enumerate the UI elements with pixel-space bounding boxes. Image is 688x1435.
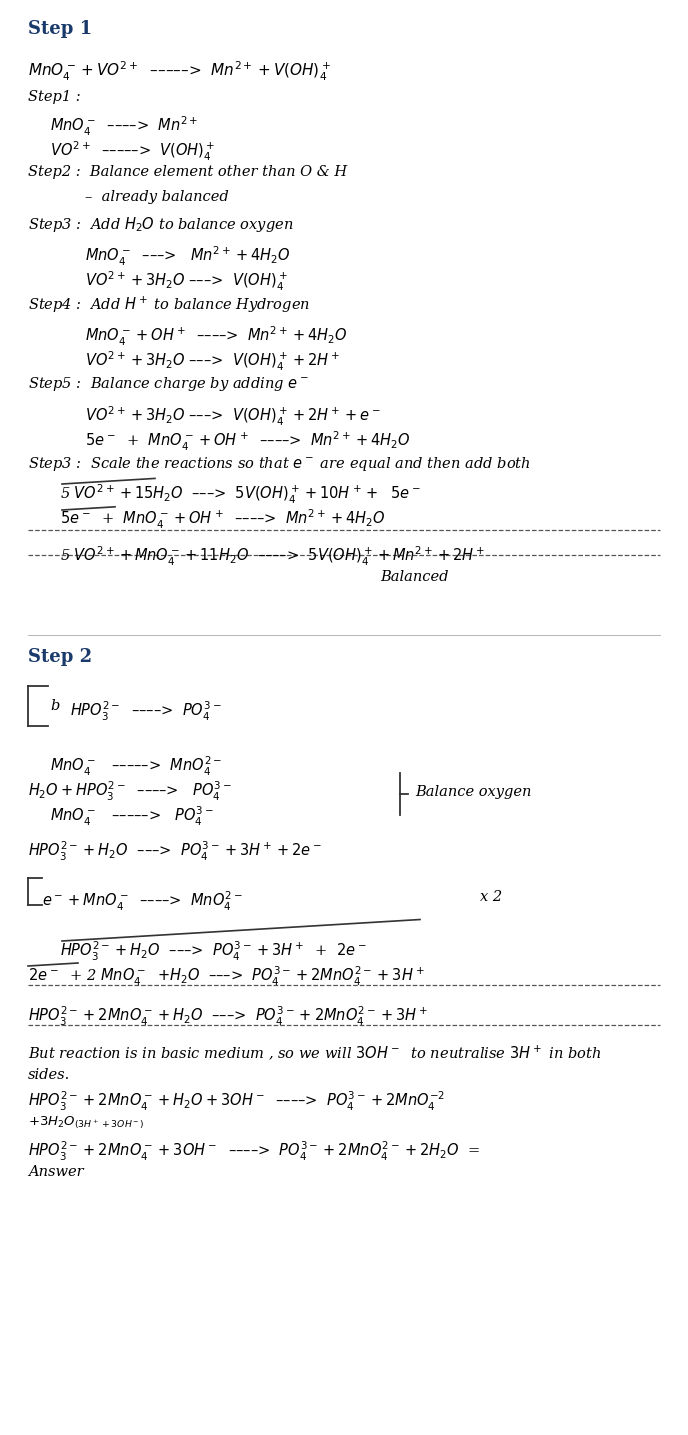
- Text: Step2 :  Balance element other than O & H: Step2 : Balance element other than O & H: [28, 165, 347, 179]
- Text: Step1 :: Step1 :: [28, 90, 80, 103]
- Text: 5 $VO^{2+}+15H_2O$  –––>  $5V(OH)_4^++10H^++$  $5e^-$: 5 $VO^{2+}+15H_2O$ –––> $5V(OH)_4^++10H^…: [60, 484, 421, 507]
- Text: b: b: [50, 699, 59, 713]
- Text: $HPO_3^{2-}+H_2O$  –––>  $PO_4^{3-}+3H^++2e^-$: $HPO_3^{2-}+H_2O$ –––> $PO_4^{3-}+3H^++2…: [28, 839, 322, 864]
- Text: $5e^-$  +  $MnO_4^-+OH^+$  ––––>  $Mn^{2+}+4H_2O$: $5e^-$ + $MnO_4^-+OH^+$ ––––> $Mn^{2+}+4…: [60, 508, 385, 531]
- Text: $MnO_4^-$  ––––>  $Mn^{2+}$: $MnO_4^-$ ––––> $Mn^{2+}$: [50, 115, 198, 138]
- Text: $VO^{2+}+3H_2O$ –––>  $V(OH)_4^++2H^+$: $VO^{2+}+3H_2O$ –––> $V(OH)_4^++2H^+$: [85, 350, 340, 373]
- Text: $VO^{2+}$  –––––>  $V(OH)_4^+$: $VO^{2+}$ –––––> $V(OH)_4^+$: [50, 141, 215, 164]
- Text: $2e^-$  + 2 $MnO_4^-$  $+H_2O$  –––>  $PO_4^{3-}+2MnO_4^{2-}+3H^+$: $2e^-$ + 2 $MnO_4^-$ $+H_2O$ –––> $PO_4^…: [28, 964, 425, 989]
- Text: $MnO_4^-+OH^+$  ––––>  $Mn^{2+}+4H_2O$: $MnO_4^-+OH^+$ ––––> $Mn^{2+}+4H_2O$: [85, 324, 347, 349]
- Text: $MnO_4^-$   –––––>   $PO_4^{3-}$: $MnO_4^-$ –––––> $PO_4^{3-}$: [50, 805, 214, 828]
- Text: Balance oxygen: Balance oxygen: [415, 785, 531, 799]
- Text: Step3 :  Add $H_2O$ to balance oxygen: Step3 : Add $H_2O$ to balance oxygen: [28, 215, 294, 234]
- Text: Answer: Answer: [28, 1165, 84, 1180]
- Text: $HPO_3^{2-}$  ––––>  $PO_4^{3-}$: $HPO_3^{2-}$ ––––> $PO_4^{3-}$: [70, 700, 222, 723]
- Text: $5e^-$  +  $MnO_4^-+OH^+$  ––––>  $Mn^{2+}+4H_2O$: $5e^-$ + $MnO_4^-+OH^+$ ––––> $Mn^{2+}+4…: [85, 430, 411, 453]
- Text: $HPO_3^{2-}+2MnO_4^-+H_2O$  –––>  $PO_4^{3-}+2MnO_4^{2-}+3H^+$: $HPO_3^{2-}+2MnO_4^-+H_2O$ –––> $PO_4^{3…: [28, 1004, 429, 1029]
- Text: Step 1: Step 1: [28, 20, 92, 37]
- Text: $HPO_3^{2-}+2MnO_4^-+3OH^-$  ––––>  $PO_4^{3-}+2MnO_4^{2-}+2H_2O$  =: $HPO_3^{2-}+2MnO_4^-+3OH^-$ ––––> $PO_4^…: [28, 1139, 480, 1164]
- Text: sides.: sides.: [28, 1068, 70, 1082]
- Text: $e^-+MnO_4^-$  ––––>  $MnO_4^{2-}$: $e^-+MnO_4^-$ ––––> $MnO_4^{2-}$: [42, 890, 243, 913]
- Text: But reaction is in basic medium , so we will $3OH^-$  to neutralise $3H^+$ in bo: But reaction is in basic medium , so we …: [28, 1043, 601, 1062]
- Text: Step3 :  Scale the reactions so that $e^-$ are equal and then add both: Step3 : Scale the reactions so that $e^-…: [28, 455, 531, 474]
- Text: $VO^{2+}+3H_2O$ –––>  $V(OH)_4^++2H^++e^-$: $VO^{2+}+3H_2O$ –––> $V(OH)_4^++2H^++e^-…: [85, 405, 380, 428]
- Text: $HPO_3^{2-}+H_2O$  –––>  $PO_4^{3-}+3H^+$  +  $2e^-$: $HPO_3^{2-}+H_2O$ –––> $PO_4^{3-}+3H^+$ …: [60, 940, 367, 963]
- Text: $H_2O+HPO_3^{2-}$  ––––>   $PO_4^{3-}$: $H_2O+HPO_3^{2-}$ ––––> $PO_4^{3-}$: [28, 781, 232, 804]
- Text: x 2: x 2: [480, 890, 502, 904]
- Text: Balanced: Balanced: [380, 570, 449, 584]
- Text: $VO^{2+}+3H_2O$ –––>  $V(OH)_4^+$: $VO^{2+}+3H_2O$ –––> $V(OH)_4^+$: [85, 270, 288, 293]
- Text: Step 2: Step 2: [28, 649, 92, 666]
- Text: $HPO_3^{2-}+2MnO_4^-+H_2O+3OH^-$  ––––>  $PO_4^{3-}+2MnO_4^{-2}$: $HPO_3^{2-}+2MnO_4^-+H_2O+3OH^-$ ––––> $…: [28, 1091, 445, 1114]
- Text: $MnO_4^-$   –––––>  $MnO_4^{2-}$: $MnO_4^-$ –––––> $MnO_4^{2-}$: [50, 755, 222, 778]
- Text: $MnO_4^-$  –––>   $Mn^{2+}+4H_2O$: $MnO_4^-$ –––> $Mn^{2+}+4H_2O$: [85, 245, 290, 268]
- Text: Step4 :  Add $H^+$ to balance Hydrogen: Step4 : Add $H^+$ to balance Hydrogen: [28, 296, 310, 316]
- Text: $+3H_2O_{(3H^++3OH^-)}$: $+3H_2O_{(3H^++3OH^-)}$: [28, 1115, 144, 1131]
- Text: $MnO_4^-+VO^{2+}$  –––––>  $Mn^{2+}+V(OH)_4^+$: $MnO_4^-+VO^{2+}$ –––––> $Mn^{2+}+V(OH)_…: [28, 60, 331, 83]
- Text: –  already balanced: – already balanced: [85, 189, 228, 204]
- Text: 5 $VO^{2+}+MnO_4^-+11H_2O$  ––––>  $5V(OH)_4^++Mn^{2+}+2H^+$: 5 $VO^{2+}+MnO_4^-+11H_2O$ ––––> $5V(OH)…: [60, 545, 485, 568]
- Text: Step5 :  Balance charge by adding $e^-$: Step5 : Balance charge by adding $e^-$: [28, 375, 309, 393]
